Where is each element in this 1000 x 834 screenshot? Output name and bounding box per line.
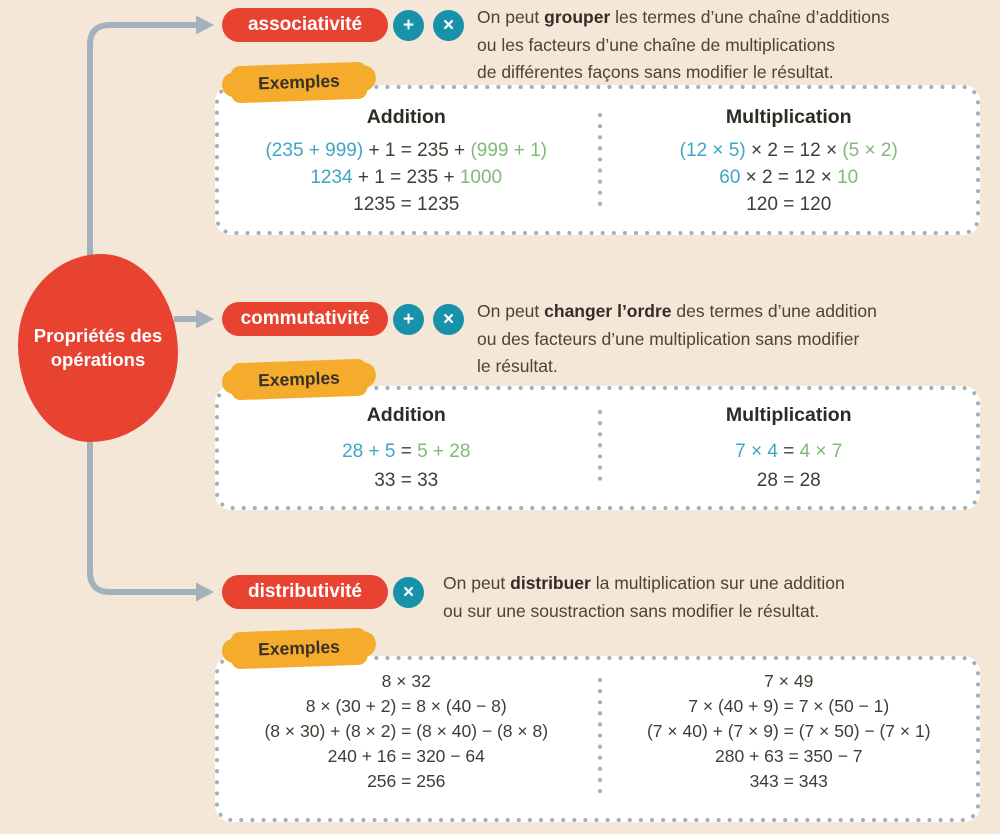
description-line: ou les facteurs d’une chaîne de multipli…	[477, 34, 835, 55]
math-equation-line: 33 = 33	[374, 470, 439, 491]
math-equation-line: 256 = 256	[367, 771, 446, 791]
math-lines: 7 × 4 = 4 × 7 28 = 28	[598, 437, 981, 495]
dotted-border	[215, 656, 980, 822]
dotted-border	[215, 386, 980, 510]
root-title: Propriétés des opérations	[33, 325, 163, 370]
plus-icon: +	[393, 304, 424, 335]
column-addition: Addition 28 + 5 = 5 + 28 33 = 33	[215, 386, 598, 510]
math-equation-line: 240 + 16 = 320 − 64	[327, 746, 485, 766]
math-equation-line: 120 = 120	[746, 194, 832, 215]
description-distributivite: On peut distribuer la multiplication sur…	[443, 570, 845, 625]
multiply-icon: ×	[393, 577, 424, 608]
arrowhead-icon	[196, 15, 214, 35]
examples-label-commutativite: Exemples	[230, 358, 368, 401]
examples-box-distributivite: 8 × 32 8 × (30 + 2) = 8 × (40 − 8) (8 × 30…	[215, 656, 980, 822]
math-equation-line: 28 = 28	[756, 470, 821, 491]
root-node: Propriétés des opérations	[18, 254, 178, 442]
arrowhead-icon	[196, 582, 214, 602]
math-equation-line: 28 + 5 = 5 + 28	[342, 441, 471, 462]
operators-associativite: + ×	[393, 10, 464, 41]
description-associativite: On peut grouper les termes d’une chaîne …	[477, 4, 889, 87]
arrowhead-icon	[196, 309, 214, 329]
badge-distributivite: distributivité	[222, 575, 388, 609]
column-multiplication: Multiplication 7 × 4 = 4 × 7 28 = 28	[598, 386, 981, 510]
plus-icon: +	[393, 10, 424, 41]
math-equation-line: 8 × (30 + 2) = 8 × (40 − 8)	[305, 696, 507, 716]
examples-label-associativite: Exemples	[230, 61, 368, 104]
multiply-icon: ×	[433, 10, 464, 41]
description-line: On peut grouper les termes d’une chaîne …	[477, 7, 890, 27]
math-equation-line: (235 + 999) + 1 = 235 + (999 + 1)	[265, 140, 548, 161]
description-line: ou sur une soustraction sans modifier le…	[443, 600, 820, 621]
math-equation-line: 343 = 343	[749, 771, 828, 791]
math-lines: (12 × 5) × 2 = 12 × (5 × 2) 60 × 2 = 12 ×…	[598, 137, 981, 218]
examples-box-commutativite: Addition 28 + 5 = 5 + 28 33 = 33 Multipli…	[215, 386, 980, 510]
math-equation-line: 60 × 2 = 12 × 10	[719, 167, 859, 188]
column-addition: Addition (235 + 999) + 1 = 235 + (999 + …	[215, 85, 598, 235]
multiply-icon: ×	[433, 304, 464, 335]
examples-label-text: Exemples	[257, 636, 341, 660]
badge-commutativite: commutativité	[222, 302, 388, 336]
column-left-example: 8 × 32 8 × (30 + 2) = 8 × (40 − 8) (8 × 30…	[215, 656, 598, 822]
math-lines: 8 × 32 8 × (30 + 2) = 8 × (40 − 8) (8 × 30…	[215, 669, 598, 794]
math-equation-line: 1234 + 1 = 235 + 1000	[310, 167, 503, 188]
math-lines: 28 + 5 = 5 + 28 33 = 33	[215, 437, 598, 495]
math-equation-line: (7 × 40) + (7 × 9) = (7 × 50) − (7 × 1)	[646, 721, 931, 741]
column-multiplication: Multiplication (12 × 5) × 2 = 12 × (5 × …	[598, 85, 981, 235]
column-header: Addition	[366, 106, 446, 128]
dotted-border	[215, 85, 980, 235]
math-equation-line: 8 × 32	[381, 671, 431, 691]
math-equation-line: 7 × 4 = 4 × 7	[735, 441, 843, 462]
examples-label-distributivite: Exemples	[230, 627, 368, 670]
examples-label-text: Exemples	[257, 367, 341, 391]
description-line: le résultat.	[477, 356, 558, 376]
description-line: On peut changer l’ordre des termes d’une…	[477, 301, 877, 321]
column-right-example: 7 × 49 7 × (40 + 9) = 7 × (50 − 1) (7 × 40…	[598, 656, 981, 822]
operators-commutativite: + ×	[393, 304, 464, 335]
description-line: On peut distribuer la multiplication sur…	[443, 573, 845, 593]
math-lines: 7 × 49 7 × (40 + 9) = 7 × (50 − 1) (7 × 40…	[598, 669, 981, 794]
description-line: de différentes façons sans modifier le r…	[477, 62, 834, 82]
column-header: Addition	[366, 404, 446, 426]
description-line: ou des facteurs d’une multiplication san…	[477, 328, 860, 349]
math-equation-line: 1235 = 1235	[353, 194, 460, 215]
math-equation-line: 7 × 49	[764, 671, 814, 691]
badge-associativite: associativité	[222, 8, 388, 42]
math-equation-line: (12 × 5) × 2 = 12 × (5 × 2)	[679, 140, 898, 161]
math-equation-line: (8 × 30) + (8 × 2) = (8 × 40) − (8 × 8)	[264, 721, 549, 741]
operators-distributivite: ×	[393, 577, 424, 608]
column-header: Multiplication	[725, 106, 852, 128]
examples-box-associativite: Addition (235 + 999) + 1 = 235 + (999 + …	[215, 85, 980, 235]
math-equation-line: 7 × (40 + 9) = 7 × (50 − 1)	[688, 696, 890, 716]
math-equation-line: 280 + 63 = 350 − 7	[715, 746, 863, 766]
math-lines: (235 + 999) + 1 = 235 + (999 + 1) 1234 + …	[215, 137, 598, 218]
column-header: Multiplication	[725, 404, 852, 426]
examples-label-text: Exemples	[257, 70, 341, 94]
description-commutativite: On peut changer l’ordre des termes d’une…	[477, 298, 877, 381]
